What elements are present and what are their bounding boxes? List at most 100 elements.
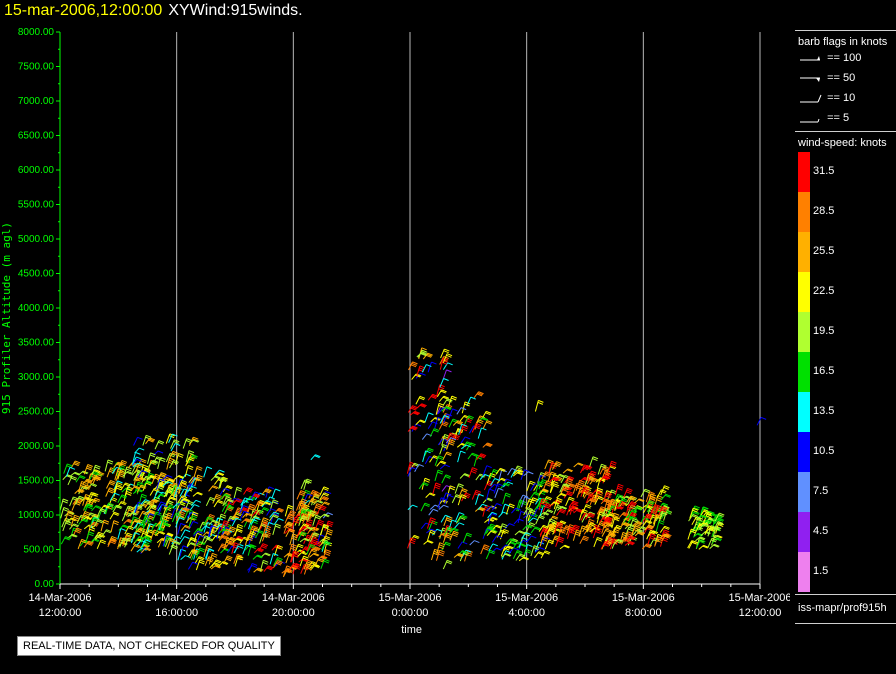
wind-barb bbox=[148, 498, 159, 504]
barb-staff bbox=[266, 508, 272, 516]
barb-flag bbox=[491, 512, 497, 516]
barb-staff bbox=[180, 555, 186, 560]
barb-flag bbox=[716, 537, 722, 541]
barb-flag bbox=[558, 474, 564, 478]
wind-barb bbox=[193, 465, 203, 478]
barb-staff bbox=[247, 563, 253, 573]
barb-flag bbox=[192, 513, 198, 517]
barb-flag bbox=[90, 493, 96, 497]
barb-staff bbox=[299, 555, 305, 567]
barb-staff bbox=[60, 507, 65, 519]
barb-flag bbox=[226, 508, 233, 512]
barb-staff bbox=[432, 482, 437, 495]
barb-flag bbox=[692, 509, 698, 513]
barb-flag bbox=[545, 482, 552, 485]
barb-flag bbox=[119, 466, 125, 470]
barb-flag bbox=[215, 534, 222, 538]
wind-barb bbox=[593, 537, 603, 548]
barb-staff bbox=[110, 520, 115, 533]
wind-barb bbox=[540, 536, 551, 546]
barb-flag bbox=[600, 477, 606, 481]
barb-flag bbox=[432, 508, 439, 512]
barb-flag bbox=[531, 535, 537, 539]
barb-staff bbox=[172, 502, 179, 509]
barb-flag bbox=[145, 539, 151, 543]
barb-staff bbox=[59, 498, 64, 511]
barb-flag bbox=[578, 481, 585, 485]
barb-flag bbox=[160, 457, 166, 460]
barb-flag bbox=[486, 443, 492, 447]
wind-barb bbox=[261, 531, 272, 542]
barb-staff bbox=[624, 531, 629, 543]
barb-flag bbox=[586, 524, 593, 528]
barb-flag bbox=[118, 472, 125, 476]
barb-flag bbox=[709, 518, 716, 522]
barb-staff bbox=[242, 544, 247, 555]
barb-flag bbox=[254, 494, 260, 498]
barb-flag bbox=[89, 513, 95, 517]
barb-flag bbox=[630, 495, 637, 499]
barb-flag bbox=[169, 457, 175, 461]
barb-flag bbox=[462, 514, 468, 518]
barb-flag bbox=[307, 526, 314, 530]
barb-flag bbox=[292, 564, 298, 568]
barb-flag bbox=[175, 512, 182, 516]
wind-barb bbox=[117, 459, 128, 470]
barb-flag bbox=[595, 529, 602, 532]
barb-flag bbox=[315, 514, 322, 518]
barb-flag bbox=[117, 480, 123, 484]
barb-flag bbox=[510, 538, 516, 542]
barb-flag bbox=[262, 520, 268, 524]
barb-staff bbox=[435, 403, 440, 415]
barb-flag bbox=[609, 531, 616, 535]
barb-flag bbox=[442, 357, 449, 361]
barb-flag bbox=[141, 493, 148, 497]
barb-flag bbox=[323, 525, 329, 529]
barb-flag bbox=[192, 438, 198, 442]
barb-flag bbox=[546, 496, 552, 500]
wind-barb bbox=[208, 552, 218, 565]
barb-flag bbox=[208, 548, 215, 552]
barb-flag bbox=[714, 534, 721, 538]
wind-barb bbox=[688, 540, 699, 549]
barb-flag bbox=[258, 547, 265, 551]
barb-flag bbox=[237, 557, 243, 561]
barb-flag bbox=[515, 507, 522, 511]
wind-barb bbox=[659, 525, 670, 533]
barb-flag bbox=[706, 511, 712, 515]
barb-flag bbox=[238, 555, 244, 559]
barb-flag bbox=[91, 483, 98, 487]
wind-barb bbox=[623, 487, 633, 498]
barb-staff bbox=[162, 481, 169, 487]
barb-staff bbox=[498, 469, 503, 482]
barb-staff bbox=[448, 519, 453, 531]
barb-staff bbox=[119, 537, 124, 548]
barb-flag bbox=[225, 492, 232, 496]
barb-flag bbox=[166, 501, 173, 505]
barb-flag bbox=[538, 516, 545, 520]
barb-flag bbox=[610, 491, 617, 495]
barb-flag bbox=[484, 506, 491, 510]
barb-flag bbox=[134, 486, 140, 490]
wind-barb bbox=[545, 528, 555, 537]
barb-flag bbox=[464, 436, 471, 440]
barb-flag bbox=[617, 487, 623, 491]
barb-flag bbox=[216, 559, 222, 563]
barb-flag bbox=[275, 523, 282, 527]
wind-barb bbox=[556, 505, 568, 511]
barb-flag bbox=[577, 463, 583, 467]
barb-flag bbox=[430, 528, 437, 532]
barb-flag bbox=[275, 545, 281, 549]
barb-staff bbox=[596, 508, 602, 520]
wind-barb bbox=[130, 518, 141, 527]
barb-flag bbox=[315, 504, 322, 508]
barb-flag bbox=[313, 532, 320, 536]
barb-staff bbox=[261, 531, 267, 542]
barb-staff bbox=[652, 514, 658, 525]
barb-flag bbox=[458, 522, 465, 526]
wind-barb bbox=[505, 538, 516, 545]
barb-flag bbox=[547, 510, 553, 514]
barb-flag bbox=[717, 521, 724, 524]
barb-flag bbox=[249, 505, 255, 509]
barb-staff bbox=[555, 536, 560, 547]
